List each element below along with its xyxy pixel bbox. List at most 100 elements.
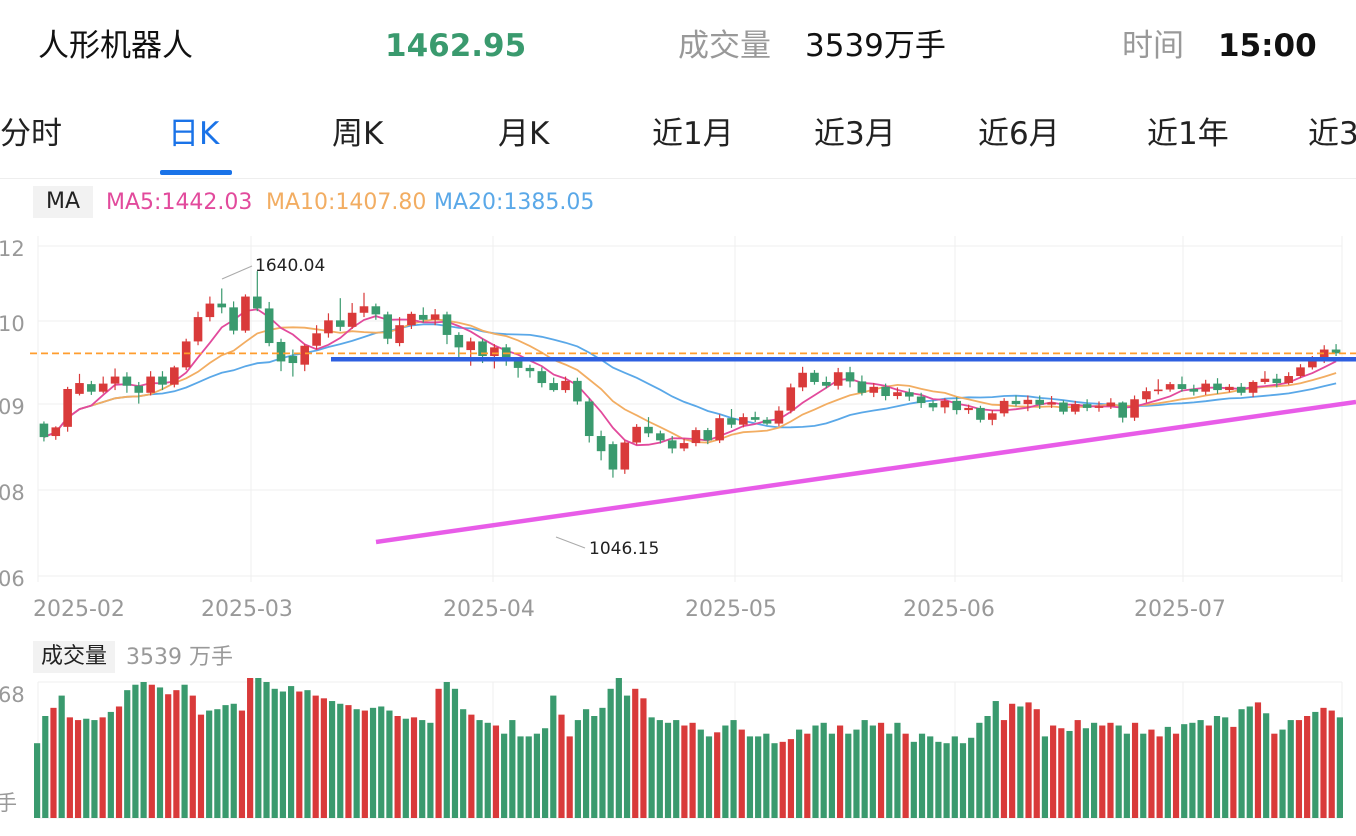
volume-bar xyxy=(509,720,516,818)
candle-body xyxy=(1331,349,1341,354)
candle-body xyxy=(1047,402,1056,405)
volume-bar xyxy=(435,688,442,818)
candle-body xyxy=(1011,400,1021,405)
volume-bar xyxy=(1279,729,1286,818)
stock-header: 人形机器人 1462.95 成交量 3539万手 时间 15:00 xyxy=(0,0,1356,90)
ma-indicator-button[interactable]: MA xyxy=(33,186,93,218)
tab-weekly-k[interactable]: 周K xyxy=(332,116,384,152)
candle-body xyxy=(51,427,61,437)
ma20-legend: MA20:1385.05 xyxy=(434,190,595,215)
volume-bar xyxy=(623,695,631,818)
volume-bar xyxy=(140,682,147,818)
candle-body xyxy=(324,320,333,334)
volume-bar xyxy=(861,720,868,818)
candle-body xyxy=(833,372,843,386)
volume-bar xyxy=(492,725,500,818)
x-tick-label: 2025-07 xyxy=(1134,597,1226,622)
volume-bar xyxy=(1123,733,1130,818)
volume-bar xyxy=(615,678,622,818)
volume-bar xyxy=(320,698,327,818)
volume-bar xyxy=(632,688,639,818)
volume-bar xyxy=(992,701,999,818)
candle-body xyxy=(1284,376,1293,384)
volume-bar xyxy=(1287,720,1294,818)
volume-bar xyxy=(1205,725,1212,818)
candle-body xyxy=(1177,384,1187,389)
tab-3-years[interactable]: 近3 xyxy=(1308,116,1356,152)
volume-bar xyxy=(427,722,434,818)
volume-bar xyxy=(165,694,172,818)
volume-bar xyxy=(1131,722,1139,818)
volume-bar xyxy=(1320,707,1327,818)
volume-bar xyxy=(1271,733,1278,818)
candle-body xyxy=(774,410,784,424)
tab-6-months[interactable]: 近6月 xyxy=(978,116,1060,152)
tab-monthly-k[interactable]: 月K xyxy=(498,116,550,152)
volume-bar xyxy=(1099,725,1106,818)
candle-body xyxy=(1319,349,1329,361)
volume-bar xyxy=(763,733,770,818)
x-tick-label: 2025-05 xyxy=(685,597,777,622)
candle-body xyxy=(87,384,96,392)
high-annotation-label: 1640.04 xyxy=(255,256,325,276)
volume-bar xyxy=(1172,733,1180,818)
volume-bar xyxy=(1295,720,1303,818)
time-value: 15:00 xyxy=(1218,28,1317,64)
volume-bar xyxy=(1263,713,1270,818)
volume-bar xyxy=(353,709,360,818)
volume-bar xyxy=(99,717,106,818)
volume-bar xyxy=(1230,726,1237,818)
tab-daily-k[interactable]: 日K xyxy=(168,116,220,152)
candle-body xyxy=(1118,402,1127,418)
x-tick-label: 2025-04 xyxy=(443,597,535,622)
volume-bar xyxy=(1246,706,1253,818)
candle-body xyxy=(193,317,203,342)
y-tick-label: 08 xyxy=(0,481,25,505)
volume-bar xyxy=(148,684,155,818)
volume-bar xyxy=(337,703,344,818)
volume-bar xyxy=(910,741,917,818)
volume-bar xyxy=(1181,724,1188,818)
tab-fenshi[interactable]: 分时 xyxy=(0,116,62,152)
ma5-legend: MA5:1442.03 xyxy=(106,190,253,215)
candle-body xyxy=(158,376,167,385)
y-tick-label: 12 xyxy=(0,237,25,261)
volume-bar xyxy=(66,717,73,818)
tab-1-year[interactable]: 近1年 xyxy=(1147,116,1229,152)
volume-bar xyxy=(927,736,934,818)
volume-bar xyxy=(1025,702,1032,818)
tab-3-months[interactable]: 近3月 xyxy=(814,116,896,152)
candle-body xyxy=(987,413,997,420)
candle-body xyxy=(1130,399,1139,418)
volume-bar xyxy=(378,706,385,818)
volume-bar xyxy=(197,714,205,818)
x-tick-label: 2025-03 xyxy=(201,597,293,622)
candle-body xyxy=(691,430,701,444)
candle-body xyxy=(513,360,523,368)
candle-body xyxy=(407,313,416,326)
volume-bar xyxy=(83,718,90,818)
candle-body xyxy=(999,400,1009,414)
volume-bar xyxy=(34,743,41,818)
volume-bar xyxy=(189,695,196,818)
candle-body xyxy=(122,376,132,386)
volume-bar xyxy=(1115,725,1122,818)
volume-bar xyxy=(918,733,926,818)
volume-bar xyxy=(386,710,393,818)
candle-body xyxy=(335,320,345,327)
volume-bar xyxy=(1082,728,1089,818)
candle-body xyxy=(1035,399,1045,405)
candle-body xyxy=(905,392,914,397)
candle-body xyxy=(347,312,357,327)
candle-body xyxy=(371,306,381,315)
period-tabs: 分时 日K 周K 月K 近1月 近3月 近6月 近1年 近3 xyxy=(0,96,1356,179)
candlestick-chart[interactable]: 12 10 09 08 06 2025-02 2025-03 2025-04 2025-05 2… xyxy=(0,226,1356,626)
volume-bar xyxy=(173,690,180,818)
volume-chart[interactable]: 68 手 xyxy=(0,678,1356,828)
candle-body xyxy=(63,388,72,427)
volume-bar xyxy=(820,722,827,818)
tab-1-month[interactable]: 近1月 xyxy=(652,116,734,152)
volume-bar xyxy=(1238,709,1245,818)
volume-bar xyxy=(1328,710,1335,818)
candle-body xyxy=(1082,404,1092,408)
